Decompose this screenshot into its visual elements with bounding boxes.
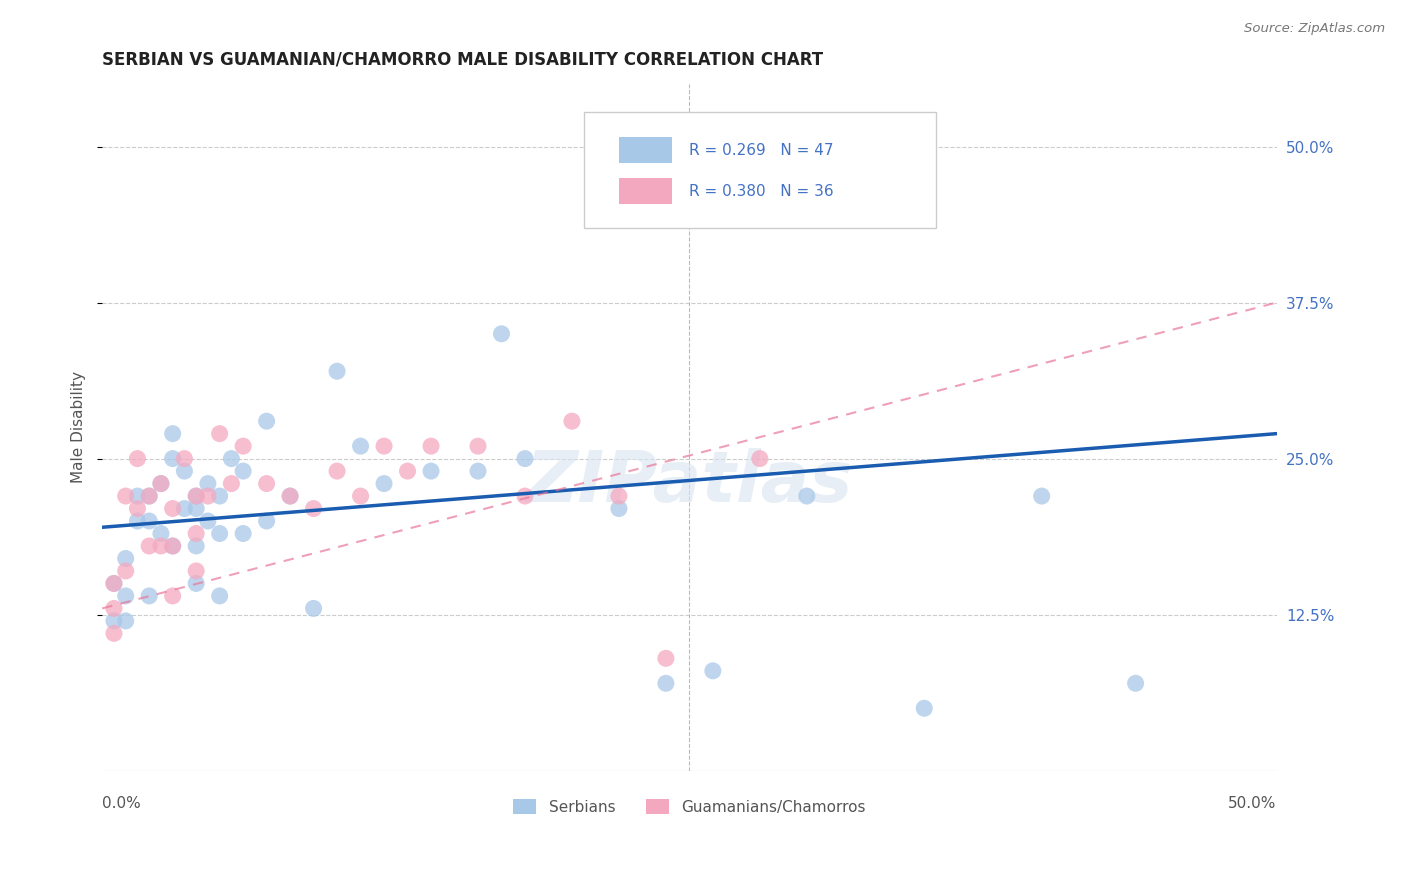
Point (607, 489, 630, 503)
Point (491, 326, 513, 341)
Point (186, 539, 208, 553)
Point (221, 476, 243, 491)
Point (186, 526, 208, 541)
Point (655, 676, 678, 690)
Text: R = 0.269   N = 47: R = 0.269 N = 47 (689, 143, 834, 158)
Point (127, 489, 149, 503)
Point (127, 514, 149, 528)
Point (138, 514, 160, 528)
Point (103, 576, 125, 591)
Point (138, 489, 160, 503)
Point (326, 364, 349, 378)
Point (221, 451, 243, 466)
Point (114, 489, 136, 503)
Point (103, 576, 125, 591)
Point (1031, 489, 1053, 503)
Point (420, 464, 443, 478)
Point (607, 501, 630, 516)
Point (173, 464, 195, 478)
Y-axis label: Male Disability: Male Disability (72, 371, 86, 483)
Point (114, 614, 136, 628)
Point (186, 564, 208, 578)
Text: R = 0.380   N = 36: R = 0.380 N = 36 (689, 184, 834, 199)
Point (208, 526, 231, 541)
Point (149, 476, 172, 491)
Point (162, 539, 184, 553)
Bar (619, 137, 672, 163)
Point (149, 526, 172, 541)
Point (162, 589, 184, 603)
Point (467, 439, 489, 453)
Point (149, 539, 172, 553)
Point (278, 489, 301, 503)
Point (302, 601, 325, 615)
Point (197, 514, 219, 528)
Text: 50.0%: 50.0% (1229, 797, 1277, 812)
Point (396, 464, 419, 478)
Point (127, 501, 149, 516)
Point (302, 501, 325, 516)
Text: ZIPatlas: ZIPatlas (526, 448, 853, 516)
Point (186, 576, 208, 591)
Point (561, 414, 583, 428)
Point (513, 451, 536, 466)
Point (702, 664, 724, 678)
Point (138, 489, 160, 503)
Point (232, 464, 254, 478)
Text: 0.0%: 0.0% (103, 797, 141, 812)
Point (373, 439, 395, 453)
Point (349, 439, 371, 453)
Point (197, 489, 219, 503)
Text: Source: ZipAtlas.com: Source: ZipAtlas.com (1244, 22, 1385, 36)
Point (114, 564, 136, 578)
Point (127, 451, 149, 466)
Point (208, 589, 231, 603)
Point (326, 464, 349, 478)
Bar (619, 178, 672, 204)
Point (655, 651, 678, 665)
Point (349, 489, 371, 503)
Point (912, 701, 935, 715)
Point (149, 476, 172, 491)
Point (114, 589, 136, 603)
Point (162, 451, 184, 466)
Legend: Serbians, Guamanians/Chamorros: Serbians, Guamanians/Chamorros (513, 798, 865, 814)
Point (208, 489, 231, 503)
Point (1125, 676, 1147, 690)
Point (173, 451, 195, 466)
Point (232, 526, 254, 541)
Point (103, 626, 125, 640)
Point (138, 589, 160, 603)
Point (256, 476, 278, 491)
Point (162, 426, 184, 441)
Point (208, 426, 231, 441)
Point (103, 614, 125, 628)
Point (256, 414, 278, 428)
Point (278, 489, 301, 503)
FancyBboxPatch shape (583, 112, 936, 228)
Point (256, 514, 278, 528)
Point (103, 601, 125, 615)
Text: SERBIAN VS GUAMANIAN/CHAMORRO MALE DISABILITY CORRELATION CHART: SERBIAN VS GUAMANIAN/CHAMORRO MALE DISAB… (103, 51, 824, 69)
Point (373, 476, 395, 491)
Point (162, 539, 184, 553)
Point (467, 464, 489, 478)
Point (197, 476, 219, 491)
Point (420, 439, 443, 453)
Point (162, 501, 184, 516)
Point (748, 451, 770, 466)
Point (796, 489, 818, 503)
Point (232, 439, 254, 453)
Point (186, 489, 208, 503)
Point (173, 501, 195, 516)
Point (138, 539, 160, 553)
Point (114, 551, 136, 566)
Point (186, 501, 208, 516)
Point (513, 489, 536, 503)
Point (186, 489, 208, 503)
